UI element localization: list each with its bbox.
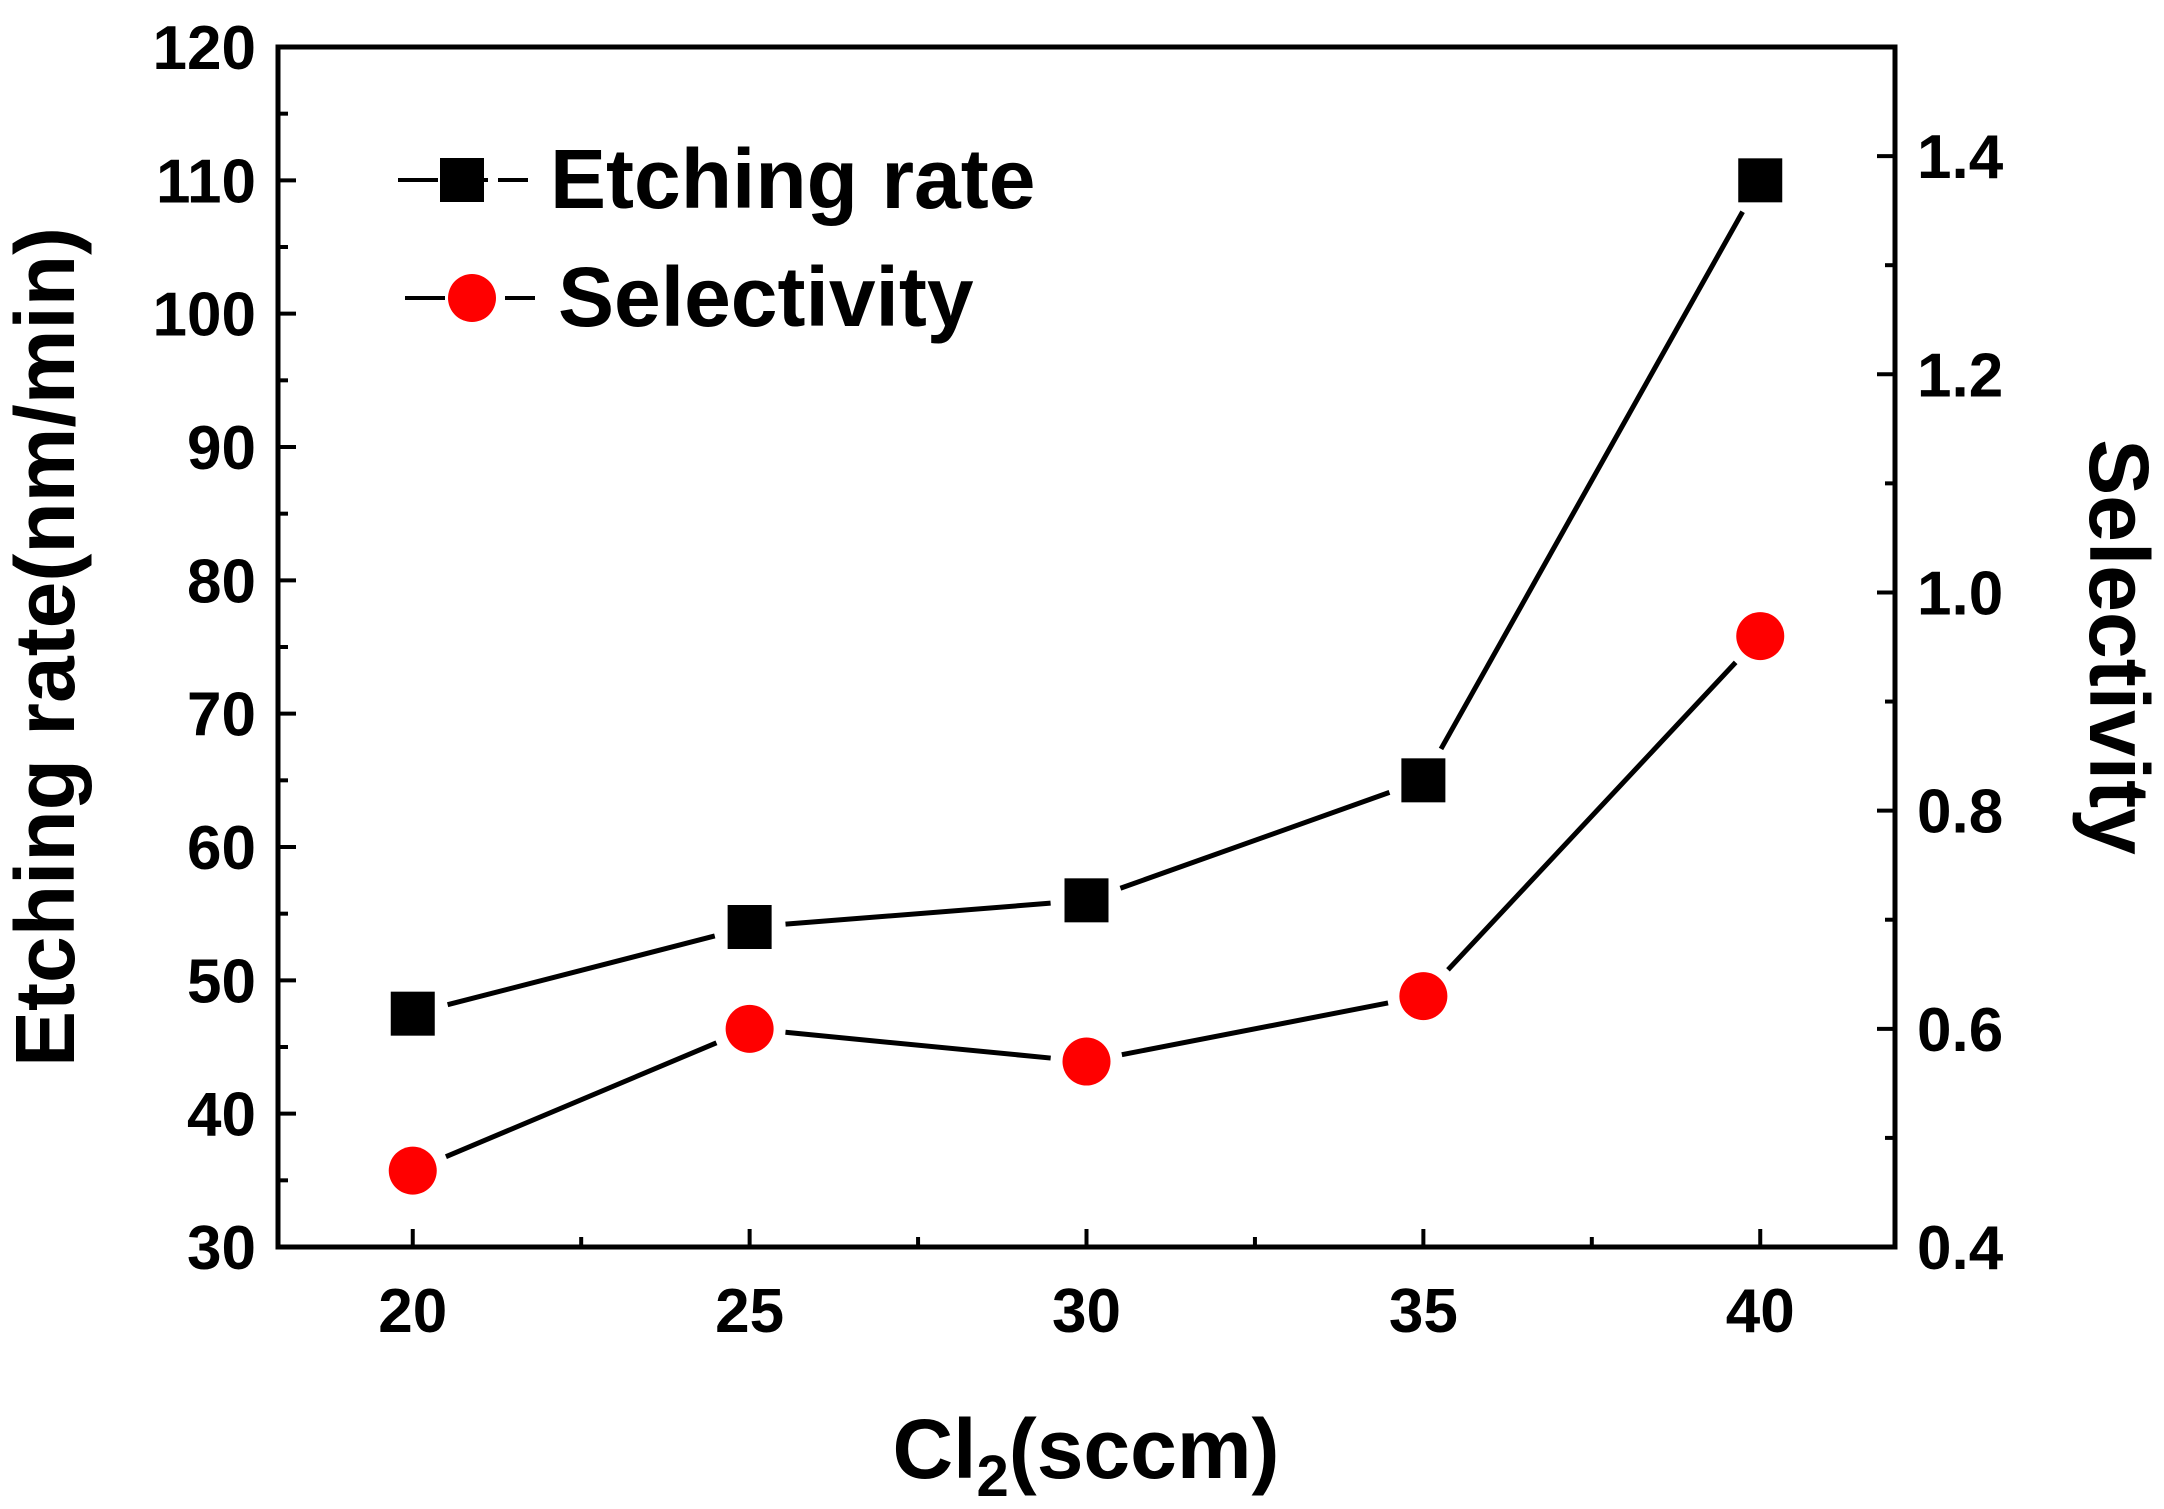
y-tick-label: 110 bbox=[156, 147, 256, 216]
x-tick-label: 25 bbox=[715, 1277, 784, 1346]
legend: Etching rate Selectivity bbox=[398, 132, 1035, 344]
y-tick-label: 60 bbox=[187, 814, 256, 883]
y2-tick-label: 0.4 bbox=[1917, 1214, 2004, 1283]
series-line-segment bbox=[1438, 210, 1745, 751]
legend-marker-etching-rate bbox=[440, 158, 484, 202]
y-tick-label: 50 bbox=[187, 947, 256, 1016]
selectivity-point bbox=[388, 1146, 437, 1195]
etching-rate-point bbox=[1738, 158, 1783, 203]
legend-item-selectivity: Selectivity bbox=[405, 250, 974, 344]
y-tick-label: 100 bbox=[153, 281, 256, 350]
legend-item-etching-rate: Etching rate bbox=[398, 132, 1035, 226]
axis-ticks bbox=[278, 45, 1895, 1249]
x-tick-label: 30 bbox=[1052, 1277, 1121, 1346]
legend-label-etching-rate: Etching rate bbox=[550, 132, 1035, 226]
series-line-segment bbox=[785, 1029, 1051, 1061]
x-tick-label: 40 bbox=[1726, 1277, 1795, 1346]
selectivity-point bbox=[1736, 612, 1785, 661]
series-line-segment bbox=[1121, 1000, 1389, 1058]
legend-label-selectivity: Selectivity bbox=[558, 250, 974, 344]
etching-rate-point bbox=[727, 905, 772, 949]
tick-labels: 20 25 30 35 40 30 40 50 60 70 80 90 100 110 120 0.4 0.6 0… bbox=[153, 14, 2004, 1346]
series-markers bbox=[388, 158, 1785, 1195]
y2-tick-label: 0.6 bbox=[1917, 996, 2003, 1065]
x-tick-label: 35 bbox=[1389, 1277, 1458, 1346]
selectivity-point bbox=[1062, 1037, 1111, 1086]
series-line-segment bbox=[446, 933, 716, 1008]
y2-tick-label: 1.4 bbox=[1917, 123, 2004, 192]
y-axis-title: Etching rate(nm/min) bbox=[0, 227, 92, 1067]
x-tick-label: 20 bbox=[378, 1277, 447, 1346]
y2-tick-label: 0.8 bbox=[1917, 778, 2003, 847]
y2-tick-label: 1.2 bbox=[1917, 341, 2003, 410]
y-tick-label: 40 bbox=[187, 1081, 256, 1150]
x-axis-title: Cl2(sccm) bbox=[892, 1402, 1279, 1509]
legend-marker-selectivity bbox=[448, 274, 496, 322]
x-axis-title-subscript: 2 bbox=[976, 1444, 1008, 1509]
series-lines bbox=[444, 210, 1745, 1159]
series-line-segment bbox=[1446, 660, 1738, 972]
series-line-segment bbox=[785, 900, 1051, 927]
etching-rate-point bbox=[390, 991, 435, 1036]
selectivity-point bbox=[725, 1004, 774, 1053]
y2-tick-label: 1.0 bbox=[1917, 559, 2003, 628]
y-tick-label: 70 bbox=[187, 681, 256, 750]
y-tick-label: 80 bbox=[187, 547, 256, 616]
selectivity-point bbox=[1399, 972, 1448, 1021]
y2-axis-title: Selectivity bbox=[2072, 439, 2164, 855]
etching-rate-point bbox=[1401, 758, 1446, 803]
series-line-segment bbox=[1119, 790, 1391, 891]
series-line-segment bbox=[444, 1040, 718, 1159]
etching-rate-point bbox=[1064, 878, 1109, 923]
y-tick-label: 120 bbox=[153, 14, 256, 83]
y-tick-label: 90 bbox=[187, 414, 256, 483]
y-tick-label: 30 bbox=[187, 1214, 256, 1283]
